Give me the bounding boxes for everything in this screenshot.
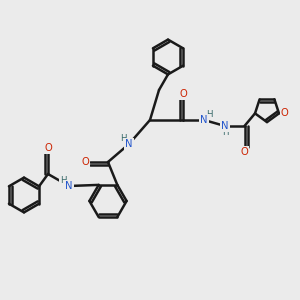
Text: H: H <box>60 176 66 185</box>
Text: O: O <box>81 157 89 167</box>
Text: H: H <box>206 110 213 119</box>
Text: O: O <box>44 143 52 153</box>
Text: O: O <box>179 89 187 99</box>
Text: H: H <box>120 134 126 143</box>
Text: N: N <box>65 181 73 191</box>
Text: N: N <box>200 115 208 125</box>
Text: O: O <box>280 108 288 118</box>
Text: N: N <box>221 121 229 131</box>
Text: N: N <box>125 139 133 149</box>
Text: O: O <box>241 147 248 157</box>
Text: H: H <box>222 128 228 137</box>
